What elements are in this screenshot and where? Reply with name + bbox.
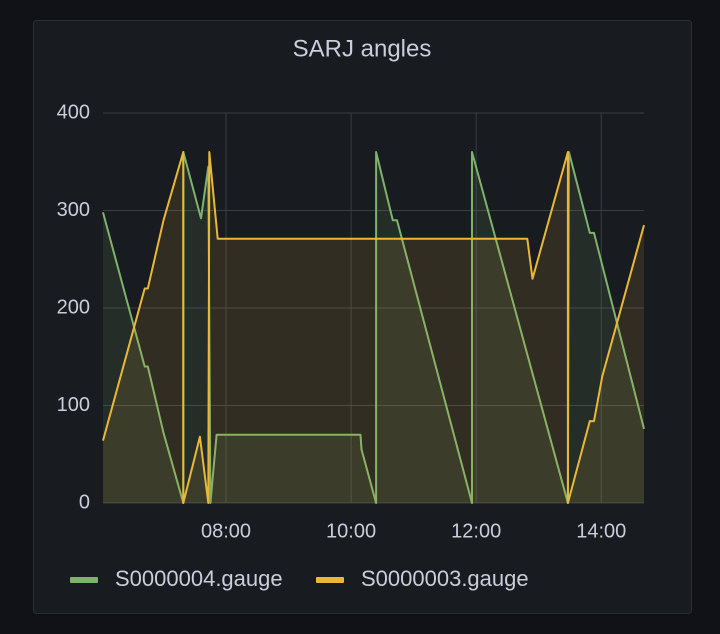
- legend-swatch: [70, 577, 98, 583]
- y-tick-label: 400: [57, 101, 90, 123]
- x-tick-label: 10:00: [326, 520, 376, 542]
- x-tick-label: 12:00: [451, 520, 501, 542]
- legend-label: S0000003.gauge: [361, 566, 529, 591]
- y-tick-label: 100: [57, 394, 90, 416]
- panel: [33, 20, 692, 614]
- series-area: [103, 152, 644, 503]
- y-tick-label: 0: [79, 491, 90, 513]
- legend-swatch: [316, 577, 344, 583]
- x-tick-label: 14:00: [576, 520, 626, 542]
- legend-label: S0000004.gauge: [115, 566, 283, 591]
- chart-title: SARJ angles: [293, 35, 432, 62]
- y-tick-label: 200: [57, 296, 90, 318]
- series-line: [102, 151, 645, 504]
- y-tick-label: 300: [57, 199, 90, 221]
- x-tick-label: 08:00: [201, 520, 251, 542]
